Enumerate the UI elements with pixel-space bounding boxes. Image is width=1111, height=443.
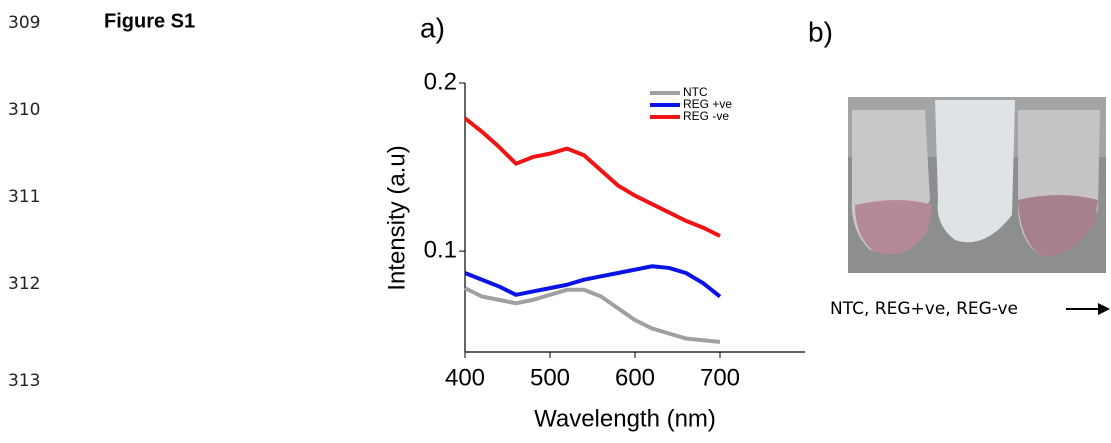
tube-liquid [1018, 195, 1098, 257]
line-number: 312 [8, 274, 40, 294]
tube-liquid [855, 200, 932, 255]
tube [935, 100, 1015, 243]
y-tick-label: 0.1 [424, 236, 457, 263]
x-tick-label: 500 [530, 364, 570, 391]
data-line [464, 286, 721, 344]
x-tick-label: 700 [700, 364, 740, 391]
arrow-head [1098, 303, 1110, 315]
photo [848, 97, 1106, 273]
x-tick-label: 600 [615, 364, 655, 391]
line-number: 311 [8, 187, 40, 207]
line-number: 309 [8, 13, 40, 33]
y-tick-label: 0.2 [424, 68, 457, 95]
legend-label: REG +ve [683, 97, 732, 111]
figure-label: Figure S1 [104, 10, 195, 32]
photo-caption: NTC, REG+ve, REG-ve [830, 299, 1018, 319]
legend-label: NTC [683, 85, 708, 99]
legend-label: REG -ve [683, 109, 729, 123]
panel-label: b) [808, 16, 833, 47]
data-line [463, 116, 721, 238]
data-line [464, 264, 722, 299]
line-number: 313 [8, 371, 40, 391]
chart: 0.1 0.2 400 500 600 700 Wavelength (nm) Intensi… [383, 68, 805, 432]
line-number: 310 [8, 100, 40, 120]
panel-label: a) [420, 12, 445, 43]
x-tick-label: 400 [445, 364, 485, 391]
x-axis-label: Wavelength (nm) [534, 405, 716, 432]
y-axis-label: Intensity (a.u) [383, 145, 410, 290]
